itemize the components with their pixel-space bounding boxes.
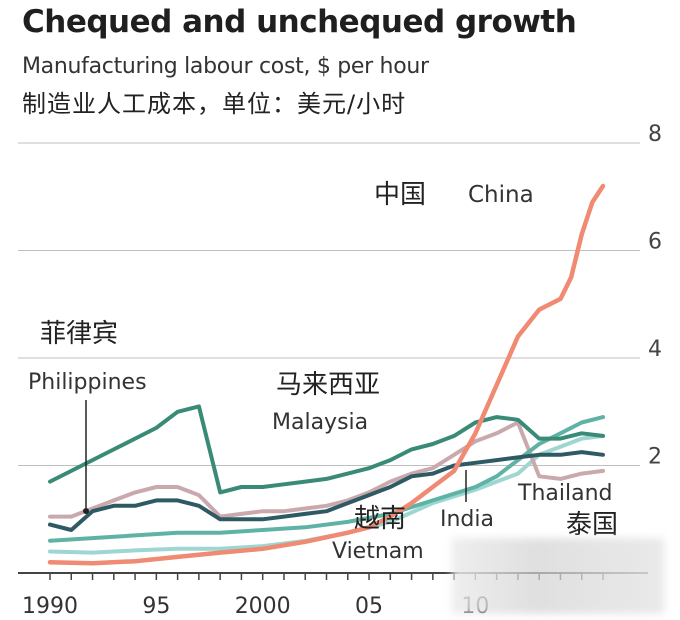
label-vietnam: Vietnam (332, 539, 424, 564)
chart-title: Chequed and unchequed growth (22, 4, 577, 40)
x-tick-label-05: 05 (355, 594, 383, 619)
y-tick-label-8: 8 (648, 122, 662, 147)
label-philippines-zh: 菲律宾 (40, 319, 118, 349)
series-line-thailand (48, 420, 605, 519)
series-line-india (48, 450, 605, 532)
label-philippines: Philippines (28, 370, 147, 395)
series-line-philippines (48, 404, 605, 495)
label-china-zh: 中国 (374, 180, 426, 210)
watermark-blur (452, 538, 664, 614)
label-vietnam-zh: 越南 (354, 504, 406, 534)
x-tick-label-2000: 2000 (235, 594, 291, 619)
label-thailand-zh: 泰国 (566, 510, 618, 540)
series-line-china (47, 183, 606, 566)
y-tick-label-6: 6 (648, 230, 662, 255)
philippines-leader-dot (83, 508, 89, 514)
chart-subtitle: Manufacturing labour cost, $ per hour (22, 54, 429, 79)
series-line-vietnam (48, 433, 605, 555)
label-india: India (440, 507, 494, 532)
label-malaysia: Malaysia (272, 410, 368, 435)
label-malaysia-zh: 马来西亚 (276, 370, 380, 400)
label-thailand: Thailand (517, 481, 612, 506)
y-tick-label-2: 2 (648, 445, 662, 470)
x-tick-label-95: 95 (142, 594, 170, 619)
chart-subtitle-zh: 制造业人工成本，单位：美元/小时 (22, 90, 407, 118)
label-china: China (468, 182, 534, 208)
x-tick-label-1990: 1990 (22, 594, 78, 619)
series-layer (47, 183, 606, 566)
y-tick-label-4: 4 (648, 337, 662, 362)
